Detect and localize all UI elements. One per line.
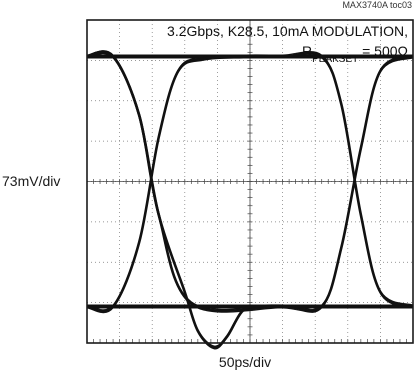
plot-frame	[86, 19, 414, 344]
y-axis-label: 73mV/div	[2, 173, 61, 189]
eye-traces	[86, 50, 414, 350]
plot-grid	[86, 19, 414, 344]
annotation-value: = 500Ω	[358, 43, 408, 59]
x-axis-label: 50ps/div	[218, 354, 272, 370]
eye-trace-4	[86, 51, 414, 313]
annotation-line-1: 3.2Gbps, K28.5, 10mA MODULATION,	[167, 23, 408, 39]
eye-trace-5	[86, 50, 413, 349]
annotation-subscript: PEAKSET	[312, 54, 358, 65]
annotation-r: R	[302, 43, 312, 59]
annotation-line-2: RPEAKSET = 500Ω	[302, 43, 408, 65]
figure-id-label: MAX3740A toc03	[342, 0, 412, 10]
